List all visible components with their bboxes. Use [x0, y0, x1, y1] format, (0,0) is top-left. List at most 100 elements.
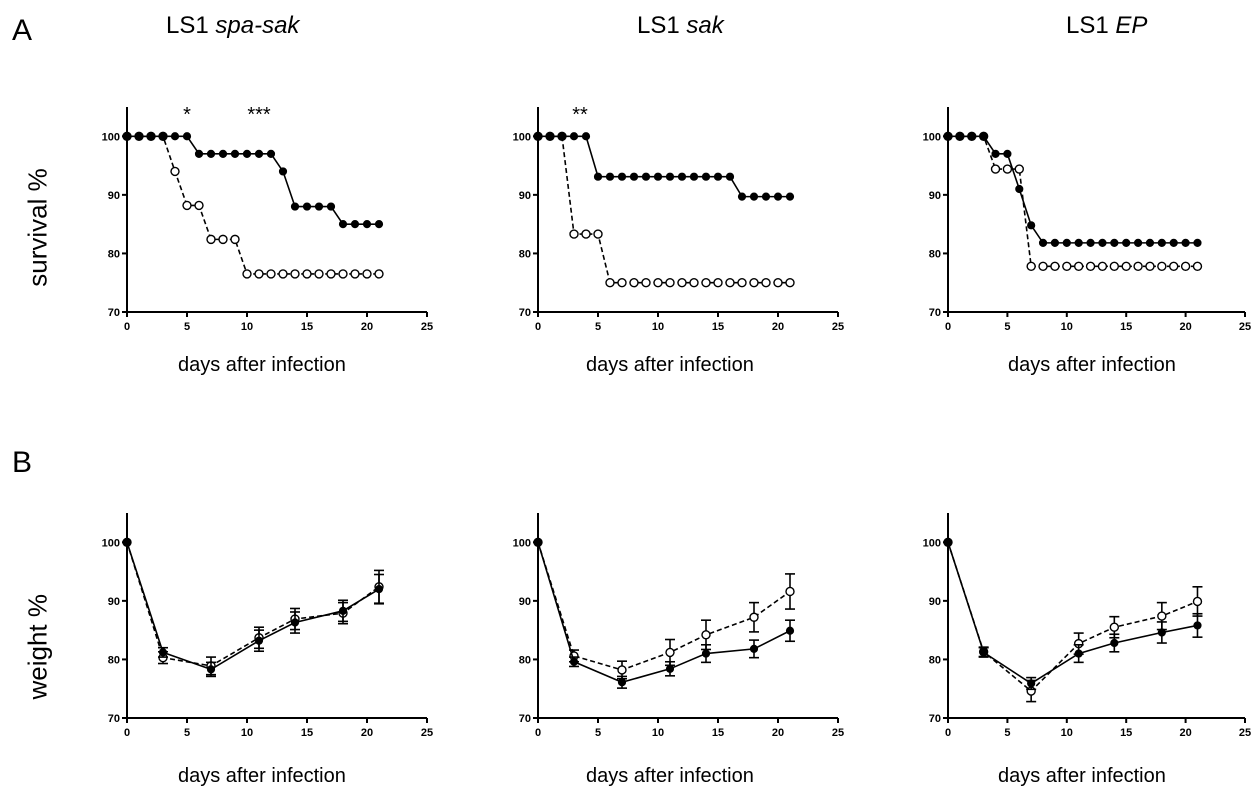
- data-point-open: [749, 612, 759, 622]
- y-tick-label: 90: [108, 596, 120, 608]
- data-point-filled: [206, 149, 216, 158]
- y-tick-label: 100: [923, 131, 941, 143]
- x-tick-label: 0: [535, 321, 541, 333]
- data-point-filled: [1038, 238, 1048, 247]
- data-point-open: [593, 229, 603, 239]
- data-point-open: [1192, 261, 1203, 272]
- y-tick-label: 100: [102, 537, 120, 549]
- data-point-open: [1145, 261, 1155, 272]
- column-title-plain: LS1: [637, 12, 687, 39]
- data-point-open: [242, 269, 252, 279]
- x-tick-label: 10: [652, 321, 664, 333]
- data-point-open: [1062, 261, 1072, 272]
- data-point-filled: [206, 665, 216, 674]
- data-point-filled: [617, 172, 627, 181]
- data-point-filled: [1015, 184, 1024, 194]
- x-tick-label: 0: [945, 727, 951, 739]
- data-point-filled: [713, 172, 723, 181]
- y-tick-label: 80: [929, 654, 941, 666]
- data-point-filled: [641, 172, 651, 181]
- significance-marker: ***: [247, 104, 271, 126]
- y-tick-label: 100: [513, 131, 531, 143]
- x-tick-label: 5: [184, 321, 190, 333]
- x-tick-label: 25: [1239, 321, 1251, 333]
- y-tick-label: 80: [519, 248, 531, 260]
- data-point-filled: [1074, 238, 1083, 247]
- series-line-filled: [127, 135, 379, 225]
- data-point-filled: [158, 132, 168, 141]
- data-point-open: [1014, 164, 1024, 174]
- significance-marker: *: [183, 104, 191, 126]
- y-tick-label: 80: [519, 654, 531, 666]
- panel-letter-a: A: [12, 14, 33, 47]
- y-tick-label: 90: [108, 190, 120, 202]
- data-point-filled: [242, 149, 252, 158]
- column-title-italic: sak: [686, 12, 724, 39]
- data-point-open: [677, 278, 687, 288]
- data-point-open: [725, 278, 735, 288]
- data-point-filled: [314, 202, 324, 211]
- data-point-open: [290, 269, 300, 279]
- data-point-open: [1109, 622, 1120, 632]
- data-point-open: [629, 278, 639, 288]
- data-point-open: [206, 234, 216, 245]
- data-point-filled: [533, 132, 543, 141]
- x-tick-label: 20: [361, 321, 373, 333]
- data-point-filled: [653, 172, 663, 181]
- x-tick-label: 5: [1004, 321, 1010, 333]
- data-point-filled: [665, 664, 675, 673]
- series-line-open: [538, 135, 790, 284]
- data-point-filled: [749, 192, 759, 201]
- data-point-open: [1026, 261, 1036, 272]
- data-point-filled: [773, 192, 783, 201]
- data-point-open: [1050, 261, 1060, 272]
- data-point-filled: [1027, 679, 1036, 688]
- data-point-open: [665, 278, 675, 288]
- data-point-filled: [593, 172, 603, 181]
- column-title-spa-sak: LS1 spa-sak: [166, 12, 299, 40]
- column-title-italic: EP: [1115, 12, 1148, 39]
- x-tick-label: 5: [595, 727, 601, 739]
- series-line-filled: [948, 135, 1198, 244]
- data-point-open: [701, 630, 711, 640]
- data-point-open: [170, 166, 180, 177]
- data-point-open: [641, 278, 651, 288]
- data-point-open: [1180, 261, 1191, 272]
- y-tick-label: 70: [519, 307, 531, 319]
- data-point-filled: [362, 220, 372, 229]
- data-point-filled: [254, 636, 264, 645]
- data-point-open: [785, 586, 795, 597]
- data-point-open: [182, 200, 192, 211]
- column-title-ep: LS1 EP: [1066, 12, 1147, 40]
- data-point-filled: [701, 172, 711, 181]
- x-tick-label: 20: [361, 727, 373, 739]
- data-point-open: [218, 234, 228, 245]
- data-point-filled: [338, 606, 348, 615]
- x-tick-label: 0: [945, 321, 951, 333]
- significance-marker: **: [572, 104, 588, 126]
- data-point-open: [605, 278, 615, 288]
- data-point-filled: [290, 202, 300, 211]
- data-point-open: [1038, 261, 1048, 272]
- data-point-open: [1121, 261, 1131, 272]
- x-tick-label: 15: [712, 321, 724, 333]
- series-line-open: [127, 135, 379, 275]
- x-tick-label: 0: [124, 727, 130, 739]
- data-point-filled: [230, 149, 240, 158]
- y-tick-label: 70: [929, 307, 941, 319]
- y-tick-label: 70: [929, 713, 941, 725]
- x-tick-label: 25: [832, 321, 844, 333]
- data-point-open: [761, 278, 771, 288]
- data-point-open: [302, 269, 312, 279]
- data-point-open: [1192, 596, 1203, 607]
- y-tick-label: 90: [929, 190, 941, 202]
- data-point-open: [350, 269, 360, 279]
- data-point-filled: [701, 649, 711, 658]
- data-point-open: [749, 278, 759, 288]
- data-point-filled: [218, 149, 228, 158]
- x-tick-label: 25: [421, 727, 433, 739]
- data-point-open: [254, 269, 264, 279]
- data-point-filled: [725, 172, 735, 181]
